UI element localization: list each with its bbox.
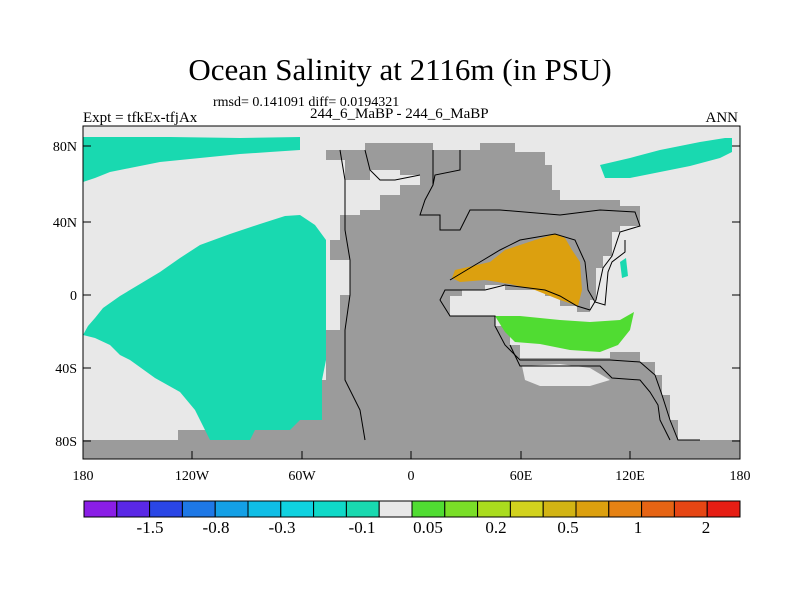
anomaly-east-teal	[620, 258, 628, 278]
lat-label-80s: 80S	[55, 435, 77, 450]
colorbar-label-9: 2	[702, 518, 711, 537]
lat-ticks	[83, 145, 740, 442]
lon-label-60e: 60E	[510, 469, 533, 484]
colorbar-box-13	[477, 500, 511, 518]
colorbar-box-11	[411, 500, 446, 518]
colorbar-box-12	[444, 500, 479, 518]
lat-label-80n: 80N	[53, 140, 77, 155]
colorbar	[83, 500, 741, 518]
anomaly-green	[495, 312, 634, 352]
lon-tick-labels: 180 120W 60W 0 60E 120E 180	[73, 469, 751, 484]
stats-label: rmsd= 0.141091 diff= 0.0194321	[213, 95, 400, 110]
colorbar-box-4	[181, 500, 216, 518]
coastline-southern	[509, 344, 671, 441]
colorbar-label-8: 1	[634, 518, 643, 537]
colorbar-label-6: 0.2	[485, 518, 506, 537]
colorbar-box-20	[706, 500, 741, 518]
lon-label-120w: 120W	[175, 469, 210, 484]
coastline-west	[364, 149, 421, 181]
colorbar-label-7: 0.5	[557, 518, 578, 537]
lon-label-180w: 180	[73, 469, 94, 484]
lat-label-40s: 40S	[55, 362, 77, 377]
colorbar-label-5: 0.05	[413, 518, 443, 537]
inland-basin-south	[522, 364, 610, 386]
colorbar-box-14	[509, 500, 544, 518]
inland-basin	[470, 295, 560, 316]
colorbar-label-1: -1.5	[137, 518, 164, 537]
colorbar-box-17	[608, 500, 643, 518]
colorbar-box-10	[378, 500, 413, 518]
colorbar-label-3: -0.3	[269, 518, 296, 537]
colorbar-box-9	[345, 500, 380, 518]
colorbar-box-16	[575, 500, 610, 518]
lon-label-60w: 60W	[288, 469, 316, 484]
colorbar-box-15	[542, 500, 577, 518]
colorbar-box-2	[116, 500, 151, 518]
anomaly-arctic-teal	[83, 137, 300, 182]
coastlines	[339, 149, 700, 441]
colorbar-box-3	[149, 500, 183, 518]
colorbar-label-2: -0.8	[203, 518, 230, 537]
lat-tick-labels: 80N 40N 0 40S 80S	[53, 140, 77, 450]
anomaly-orange	[452, 234, 582, 306]
lon-label-0: 0	[408, 469, 415, 484]
colorbar-box-7	[280, 500, 315, 518]
colorbar-box-8	[313, 500, 347, 518]
colorbar-box-6	[247, 500, 282, 518]
lon-ticks	[82, 451, 741, 459]
lon-label-120e: 120E	[615, 469, 645, 484]
lon-label-180e: 180	[730, 469, 751, 484]
colorbar-labels: -1.5 -0.8 -0.3 -0.1 0.05 0.2 0.5 1 2	[137, 518, 711, 537]
anomaly-northeast-teal	[600, 138, 732, 178]
experiment-label: Expt = tfkEx-tfjAx	[83, 110, 198, 126]
lat-label-0: 0	[70, 289, 77, 304]
colorbar-box-5	[214, 500, 249, 518]
colorbar-box-1	[83, 500, 118, 518]
colorbar-box-19	[673, 500, 708, 518]
plot-title: Ocean Salinity at 2116m (in PSU)	[188, 52, 612, 87]
colorbar-box-18	[641, 500, 675, 518]
season-label: ANN	[705, 110, 739, 126]
case-label: 244_6_MaBP - 244_6_MaBP	[310, 106, 489, 122]
coastline-main	[339, 149, 700, 441]
colorbar-label-4: -0.1	[349, 518, 376, 537]
coastline-basin	[449, 233, 626, 306]
anomaly-pacific-teal	[83, 215, 326, 440]
lat-label-40n: 40N	[53, 216, 77, 231]
